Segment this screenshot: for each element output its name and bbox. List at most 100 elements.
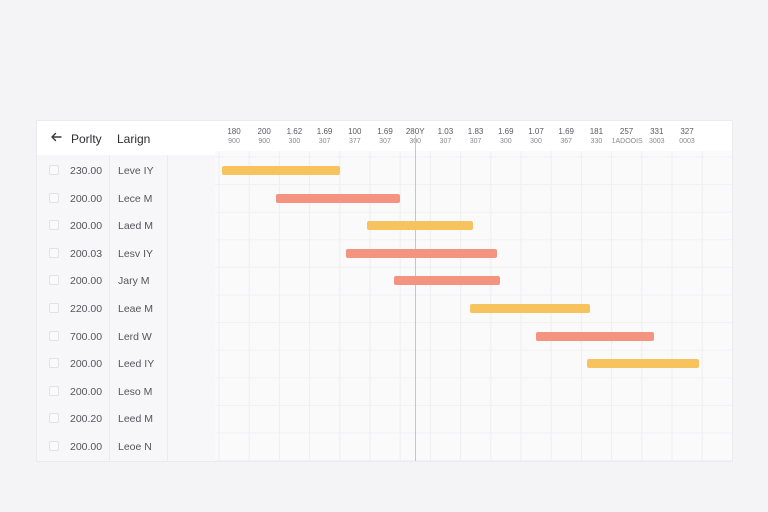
tick-label-bottom: 1ADOOIS	[611, 138, 643, 145]
row-length: Leed M	[118, 413, 154, 426]
tick-label-top: 181	[589, 127, 604, 136]
gantt-bar[interactable]	[469, 304, 591, 313]
tick-label-top: 1.69	[316, 127, 333, 136]
timeline-tick-label: 1.69 307	[310, 127, 340, 147]
column-header-priority[interactable]: Porlty	[71, 132, 102, 146]
row-length: Leoe N	[118, 441, 152, 453]
row-checkbox[interactable]	[49, 385, 59, 396]
row-length: Lece M	[118, 192, 153, 205]
column-divider	[167, 155, 168, 461]
timeline-tick-label: 1.03 307	[430, 127, 460, 147]
row-checkbox[interactable]	[49, 441, 59, 451]
tick-label-top: 1.07	[528, 127, 544, 136]
row-checkbox[interactable]	[49, 165, 59, 175]
tick-label-top: 1.62	[286, 127, 303, 136]
row-checkbox[interactable]	[49, 413, 59, 424]
row-length: Jary M	[118, 275, 150, 288]
tick-label-top: 1.03	[437, 127, 454, 136]
timeline-tick-label: 257 1ADOOIS	[611, 127, 643, 147]
row-checkbox[interactable]	[49, 275, 59, 286]
row-length: Leae M	[118, 303, 154, 315]
gantt-bar[interactable]	[366, 221, 473, 231]
timeline-tick-label: 1.69 307	[370, 127, 400, 147]
timeline-tick-label: 327 0003	[672, 127, 702, 147]
tick-label-top: 327	[680, 127, 694, 136]
column-header-length[interactable]: Larign	[117, 132, 151, 146]
column-divider	[109, 155, 110, 461]
tick-label-bottom: 900	[258, 138, 271, 145]
tick-label-bottom: 307	[469, 138, 482, 145]
timeline-tick-label: 1.62 300	[279, 127, 309, 147]
timeline-tick-label: 331 3003	[642, 127, 672, 147]
row-priority: 230.00	[70, 165, 103, 177]
tick-label-top: 180	[227, 127, 241, 136]
tick-label-top: 280Y	[405, 127, 425, 136]
gantt-bar[interactable]	[394, 276, 500, 286]
task-row[interactable]: 200.00 Leoe N	[37, 433, 215, 460]
task-row[interactable]: 200.00 Lece M	[37, 185, 215, 212]
task-row[interactable]: 200.03 Lesv IY	[37, 240, 215, 267]
gantt-bar[interactable]	[536, 331, 654, 341]
task-row[interactable]: 200.00 Jary M	[37, 267, 215, 294]
tick-label-bottom: 330	[590, 138, 603, 145]
gantt-bar[interactable]	[276, 193, 401, 203]
tick-label-top: 1.83	[467, 127, 484, 136]
today-marker-line	[415, 135, 417, 461]
row-priority: 200.00	[70, 220, 103, 233]
row-checkbox[interactable]	[49, 247, 59, 258]
arrow-left-icon[interactable]	[49, 130, 63, 144]
row-priority: 200.00	[70, 385, 103, 398]
tick-label-top: 1.69	[558, 127, 574, 136]
task-row[interactable]: 200.00 Leed IY	[37, 350, 215, 377]
row-checkbox[interactable]	[49, 303, 59, 313]
row-priority: 220.00	[70, 303, 103, 315]
row-length: Leed IY	[118, 358, 155, 371]
row-priority: 700.00	[70, 330, 103, 343]
timeline-tick-label: 1.69 300	[491, 127, 521, 147]
row-checkbox[interactable]	[49, 220, 59, 231]
timeline-tick-label: 1.07 300	[521, 127, 551, 147]
row-checkbox[interactable]	[49, 330, 59, 341]
row-priority: 200.00	[70, 192, 103, 205]
tick-label-bottom: 367	[560, 138, 573, 145]
timeline: 180 900 200 900 1.62 300 1.69 307 100 377 1.69 307 2…	[215, 121, 732, 462]
task-row[interactable]: 230.00 Leve IY	[37, 157, 215, 184]
row-checkbox[interactable]	[49, 358, 59, 369]
tick-label-bottom: 3003	[649, 138, 665, 145]
gantt-bar[interactable]	[222, 166, 340, 175]
timeline-grid-lines	[215, 151, 732, 462]
row-length: Lesv IY	[118, 247, 154, 260]
tick-label-top: 1.69	[498, 127, 514, 136]
timeline-tick-label: 181 330	[581, 127, 611, 147]
tick-label-bottom: 307	[439, 138, 452, 145]
timeline-tick-label: 1.69 367	[551, 127, 581, 147]
tick-label-bottom: 900	[228, 138, 240, 145]
row-priority: 200.00	[70, 358, 103, 371]
tick-label-bottom: 0003	[679, 138, 695, 145]
tick-label-bottom: 300	[499, 138, 512, 145]
tick-label-bottom: 377	[348, 138, 361, 145]
task-row[interactable]: 700.00 Lerd W	[37, 323, 215, 350]
tick-label-top: 1.69	[377, 127, 393, 136]
row-length: Laed M	[118, 220, 154, 233]
tick-label-bottom: 300	[400, 137, 430, 147]
task-row[interactable]: 200.20 Leed M	[37, 405, 215, 432]
gantt-bar[interactable]	[587, 359, 700, 369]
row-priority: 200.00	[70, 275, 103, 288]
timeline-tick-label: 180 900	[219, 127, 249, 147]
row-length: Lerd W	[118, 330, 152, 343]
row-priority: 200.20	[70, 413, 103, 426]
row-length: Leve IY	[118, 165, 154, 177]
tick-label-bottom: 307	[318, 138, 331, 145]
task-row[interactable]: 220.00 Leae M	[37, 295, 215, 322]
row-priority: 200.03	[70, 247, 103, 260]
tick-label-bottom: 300	[530, 138, 542, 145]
timeline-tick-label: 1.83 307	[461, 127, 491, 147]
row-checkbox[interactable]	[49, 192, 59, 203]
task-table-body	[37, 155, 215, 461]
gantt-bar[interactable]	[345, 248, 497, 258]
task-row[interactable]: 200.00 Leso M	[37, 378, 215, 405]
task-row[interactable]: 200.00 Laed M	[37, 212, 215, 239]
